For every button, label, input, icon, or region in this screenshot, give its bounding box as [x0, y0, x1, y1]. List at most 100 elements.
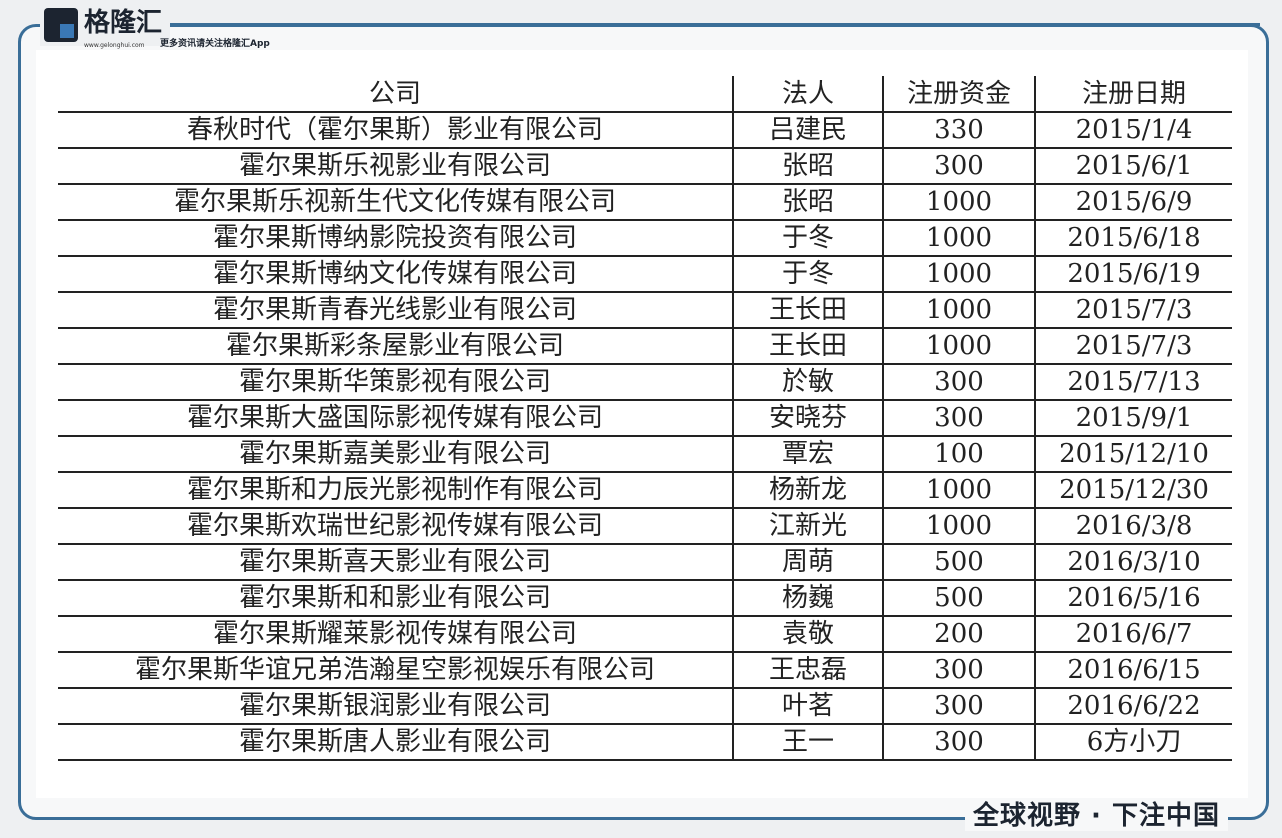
legal-person: 袁敬 — [732, 615, 884, 653]
company-name: 霍尔果斯嘉美影业有限公司 — [58, 435, 734, 473]
registered-capital: 300 — [882, 723, 1036, 761]
company-name: 霍尔果斯欢瑞世纪影视传媒有限公司 — [58, 507, 734, 545]
table-row: 春秋时代（霍尔果斯）影业有限公司 吕建民 330 2015/1/4 — [58, 111, 1232, 149]
registration-date: 2015/7/3 — [1034, 327, 1232, 365]
company-name: 霍尔果斯青春光线影业有限公司 — [58, 291, 734, 329]
table-row: 霍尔果斯喜天影业有限公司 周萌 500 2016/3/10 — [58, 543, 1232, 581]
company-name: 霍尔果斯唐人影业有限公司 — [58, 723, 734, 761]
brand-url: www.gelonghui.com — [84, 42, 145, 49]
registration-date: 2015/6/1 — [1034, 147, 1232, 185]
registration-date: 2016/6/22 — [1034, 687, 1232, 725]
company-name: 霍尔果斯博纳影院投资有限公司 — [58, 219, 734, 257]
company-name: 霍尔果斯博纳文化传媒有限公司 — [58, 255, 734, 293]
registration-date: 2015/12/30 — [1034, 471, 1232, 509]
table-row: 霍尔果斯华策影视有限公司 於敏 300 2015/7/13 — [58, 363, 1232, 401]
col-company: 公司 — [58, 76, 734, 113]
table-row: 霍尔果斯大盛国际影视传媒有限公司 安晓芬 300 2015/9/1 — [58, 399, 1232, 437]
registration-date: 2016/3/8 — [1034, 507, 1232, 545]
table-row: 霍尔果斯博纳影院投资有限公司 于冬 1000 2015/6/18 — [58, 219, 1232, 257]
legal-person: 周萌 — [732, 543, 884, 581]
table-row: 霍尔果斯耀莱影视传媒有限公司 袁敬 200 2016/6/7 — [58, 615, 1232, 653]
table-row: 霍尔果斯乐视影业有限公司 张昭 300 2015/6/1 — [58, 147, 1232, 185]
registered-capital: 1000 — [882, 507, 1036, 545]
legal-person: 杨巍 — [732, 579, 884, 617]
legal-person: 於敏 — [732, 363, 884, 401]
registration-date: 2016/6/15 — [1034, 651, 1232, 689]
registered-capital: 1000 — [882, 219, 1036, 257]
registered-capital: 200 — [882, 615, 1036, 653]
registration-date: 2015/6/18 — [1034, 219, 1232, 257]
registration-date: 6方小刀 — [1034, 723, 1232, 761]
legal-person: 覃宏 — [732, 435, 884, 473]
table-row: 霍尔果斯和和影业有限公司 杨巍 500 2016/5/16 — [58, 579, 1232, 617]
registration-date: 2015/9/1 — [1034, 399, 1232, 437]
company-name: 霍尔果斯华策影视有限公司 — [58, 363, 734, 401]
registered-capital: 300 — [882, 363, 1036, 401]
company-name: 霍尔果斯乐视影业有限公司 — [58, 147, 734, 185]
registered-capital: 300 — [882, 147, 1036, 185]
registered-capital: 1000 — [882, 471, 1036, 509]
registered-capital: 1000 — [882, 183, 1036, 221]
registration-date: 2015/7/13 — [1034, 363, 1232, 401]
company-name: 霍尔果斯和力辰光影视制作有限公司 — [58, 471, 734, 509]
table-row: 霍尔果斯和力辰光影视制作有限公司 杨新龙 1000 2015/12/30 — [58, 471, 1232, 509]
registered-capital: 300 — [882, 399, 1036, 437]
registration-date: 2015/7/3 — [1034, 291, 1232, 329]
registration-date: 2015/1/4 — [1034, 111, 1232, 149]
registered-capital: 330 — [882, 111, 1036, 149]
table-row: 霍尔果斯唐人影业有限公司 王一 300 6方小刀 — [58, 723, 1232, 761]
brand-name: 格隆汇 — [84, 8, 163, 38]
legal-person: 杨新龙 — [732, 471, 884, 509]
legal-person: 于冬 — [732, 255, 884, 293]
company-name: 霍尔果斯大盛国际影视传媒有限公司 — [58, 399, 734, 437]
company-name: 霍尔果斯银润影业有限公司 — [58, 687, 734, 725]
registered-capital: 500 — [882, 579, 1036, 617]
table-row: 霍尔果斯乐视新生代文化传媒有限公司 张昭 1000 2015/6/9 — [58, 183, 1232, 221]
tagline: 更多资讯请关注格隆汇App — [160, 39, 270, 49]
legal-person: 王长田 — [732, 291, 884, 329]
registration-date: 2016/3/10 — [1034, 543, 1232, 581]
slogan: 全球视野 · 下注中国 — [965, 802, 1228, 831]
company-name: 霍尔果斯耀莱影视传媒有限公司 — [58, 615, 734, 653]
logo: 格隆汇 www.gelonghui.com — [40, 8, 171, 49]
registered-capital: 100 — [882, 435, 1036, 473]
header-row: 公司 法人 注册资金 注册日期 — [58, 76, 1232, 113]
legal-person: 江新光 — [732, 507, 884, 545]
registered-capital: 300 — [882, 651, 1036, 689]
company-name: 春秋时代（霍尔果斯）影业有限公司 — [58, 111, 734, 149]
legal-person: 王忠磊 — [732, 651, 884, 689]
logo-icon — [44, 8, 78, 42]
company-name: 霍尔果斯彩条屋影业有限公司 — [58, 327, 734, 365]
registration-date: 2016/6/7 — [1034, 615, 1232, 653]
watermark: 6方小刀 — [1086, 727, 1182, 757]
registered-capital: 1000 — [882, 255, 1036, 293]
registration-date: 2016/5/16 — [1034, 579, 1232, 617]
col-date: 注册日期 — [1034, 76, 1232, 113]
legal-person: 张昭 — [732, 183, 884, 221]
company-name: 霍尔果斯乐视新生代文化传媒有限公司 — [58, 183, 734, 221]
col-legal-person: 法人 — [732, 76, 884, 113]
registration-date: 2015/12/10 — [1034, 435, 1232, 473]
col-capital: 注册资金 — [882, 76, 1036, 113]
table-row: 霍尔果斯华谊兄弟浩瀚星空影视娱乐有限公司 王忠磊 300 2016/6/15 — [58, 651, 1232, 689]
company-table: 公司 法人 注册资金 注册日期 春秋时代（霍尔果斯）影业有限公司 吕建民 330 20… — [58, 76, 1232, 761]
registration-date: 2015/6/9 — [1034, 183, 1232, 221]
company-name: 霍尔果斯和和影业有限公司 — [58, 579, 734, 617]
table-row: 霍尔果斯银润影业有限公司 叶茗 300 2016/6/22 — [58, 687, 1232, 725]
legal-person: 王长田 — [732, 327, 884, 365]
legal-person: 吕建民 — [732, 111, 884, 149]
registered-capital: 300 — [882, 687, 1036, 725]
legal-person: 叶茗 — [732, 687, 884, 725]
registration-date: 2015/6/19 — [1034, 255, 1232, 293]
table-row: 霍尔果斯青春光线影业有限公司 王长田 1000 2015/7/3 — [58, 291, 1232, 329]
registered-capital: 500 — [882, 543, 1036, 581]
registered-capital: 1000 — [882, 327, 1036, 365]
registered-capital: 1000 — [882, 291, 1036, 329]
table-row: 霍尔果斯彩条屋影业有限公司 王长田 1000 2015/7/3 — [58, 327, 1232, 365]
table-row: 霍尔果斯博纳文化传媒有限公司 于冬 1000 2015/6/19 — [58, 255, 1232, 293]
divider — [160, 23, 1260, 26]
legal-person: 安晓芬 — [732, 399, 884, 437]
table-row: 霍尔果斯嘉美影业有限公司 覃宏 100 2015/12/10 — [58, 435, 1232, 473]
legal-person: 张昭 — [732, 147, 884, 185]
legal-person: 于冬 — [732, 219, 884, 257]
